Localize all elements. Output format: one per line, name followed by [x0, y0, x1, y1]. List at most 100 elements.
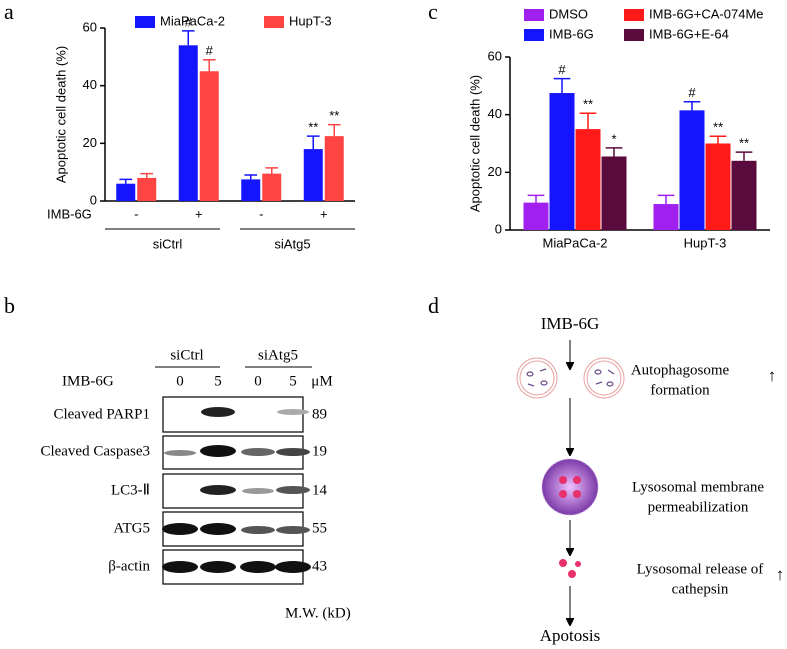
y-tick-label: 60	[83, 19, 97, 34]
significance-label: #	[558, 62, 566, 77]
error-bar	[735, 151, 753, 161]
bar	[241, 179, 261, 201]
mw-label: 89	[312, 406, 327, 422]
mw-label: 14	[312, 482, 328, 498]
error-bar	[140, 172, 154, 178]
autophagosome	[519, 360, 555, 396]
end-node: Apotosis	[540, 626, 600, 645]
band	[276, 448, 310, 456]
legend-label: IMB-6G+CA-074Me	[649, 6, 764, 21]
bar	[262, 173, 282, 201]
row-label: IMB-6G	[47, 206, 92, 221]
y-tick-label: 0	[90, 192, 97, 207]
significance-label: **	[329, 108, 339, 123]
legend-swatch	[524, 9, 544, 21]
autophagosome	[586, 360, 622, 396]
y-tick-label: 60	[488, 48, 502, 63]
x-tick-label: -	[259, 206, 263, 221]
bar	[137, 177, 157, 201]
x-tick-label: -	[134, 206, 138, 221]
y-tick-label: 20	[83, 135, 97, 150]
x-tick-label: HupT-3	[684, 235, 727, 250]
step-text: Lysosomal membrane	[632, 479, 764, 495]
legend-swatch	[264, 16, 284, 28]
lane-label: 0	[176, 373, 184, 389]
error-bar	[605, 147, 623, 157]
legend-label: DMSO	[549, 6, 588, 21]
lane-label: 5	[214, 373, 222, 389]
legend-label: IMB-6G+E-64	[649, 26, 729, 41]
protein-label: Cleaved PARP1	[53, 406, 150, 422]
y-tick-label: 20	[488, 164, 502, 179]
bar	[679, 110, 705, 230]
legend-swatch	[135, 16, 155, 28]
significance-label: #	[688, 85, 696, 100]
lane-label: 0	[254, 373, 262, 389]
x-tick-label: +	[320, 206, 328, 221]
error-bar	[527, 194, 545, 203]
error-bar	[657, 194, 675, 205]
band	[277, 409, 309, 415]
y-tick-label: 0	[495, 221, 502, 236]
x-tick-label: MiaPaCa-2	[542, 235, 607, 250]
bar	[575, 129, 601, 230]
band	[201, 407, 235, 417]
band	[276, 526, 310, 534]
mw-label: 43	[312, 558, 327, 574]
legend-label: HupT-3	[289, 13, 332, 28]
significance-label: **	[713, 120, 723, 135]
band	[200, 523, 236, 535]
band	[162, 523, 198, 535]
panel-letter: c	[428, 0, 438, 24]
bar	[653, 204, 679, 230]
error-bar	[202, 58, 216, 72]
band	[200, 485, 236, 495]
error-bar	[579, 112, 597, 130]
legend-label: IMB-6G	[549, 26, 594, 41]
significance-label: #	[206, 43, 214, 58]
autophagosome	[583, 357, 625, 399]
lane-label: 5	[289, 373, 297, 389]
error-bar	[683, 100, 701, 111]
panel-letter: a	[4, 0, 14, 24]
y-axis-label: Apoptotic cell death (%)	[467, 75, 482, 212]
error-bar	[119, 178, 133, 184]
significance-label: #	[185, 14, 193, 29]
error-bar	[244, 174, 258, 180]
band	[241, 448, 275, 456]
protein-label: Cleaved Caspase3	[40, 443, 150, 459]
indicator: ↑	[768, 366, 777, 385]
mw-axis-label: M.W. (kD)	[285, 605, 351, 621]
error-bar	[306, 135, 320, 150]
band	[275, 561, 311, 573]
protein-label: LC3-Ⅱ	[111, 482, 150, 498]
significance-label: **	[308, 120, 318, 135]
diagram-graphics	[516, 340, 625, 622]
unit-label: μM	[311, 373, 332, 389]
autophagosome	[516, 357, 558, 399]
protein-label: β-actin	[108, 558, 150, 574]
legend-label: MiaPaCa-2	[160, 13, 225, 28]
band	[200, 445, 236, 457]
panel-letter: d	[428, 293, 439, 318]
indicator: ↑	[776, 565, 785, 584]
step-text: formation	[650, 382, 710, 398]
bar	[601, 156, 627, 230]
bar	[199, 71, 219, 201]
error-bar	[265, 167, 279, 174]
blot	[155, 366, 312, 585]
error-bar	[181, 30, 195, 46]
blot-frame	[162, 396, 304, 433]
band	[242, 488, 274, 494]
protein-label: ATG5	[113, 520, 150, 536]
significance-label: **	[583, 97, 593, 112]
bar	[116, 183, 136, 201]
y-tick-label: 40	[488, 106, 502, 121]
bands	[162, 407, 311, 573]
start-node: IMB-6G	[541, 314, 600, 333]
step-text: permeabilization	[648, 499, 749, 515]
panel-letter: b	[4, 293, 15, 318]
group-label: siAtg5	[258, 347, 298, 363]
mw-label: 55	[312, 520, 327, 536]
